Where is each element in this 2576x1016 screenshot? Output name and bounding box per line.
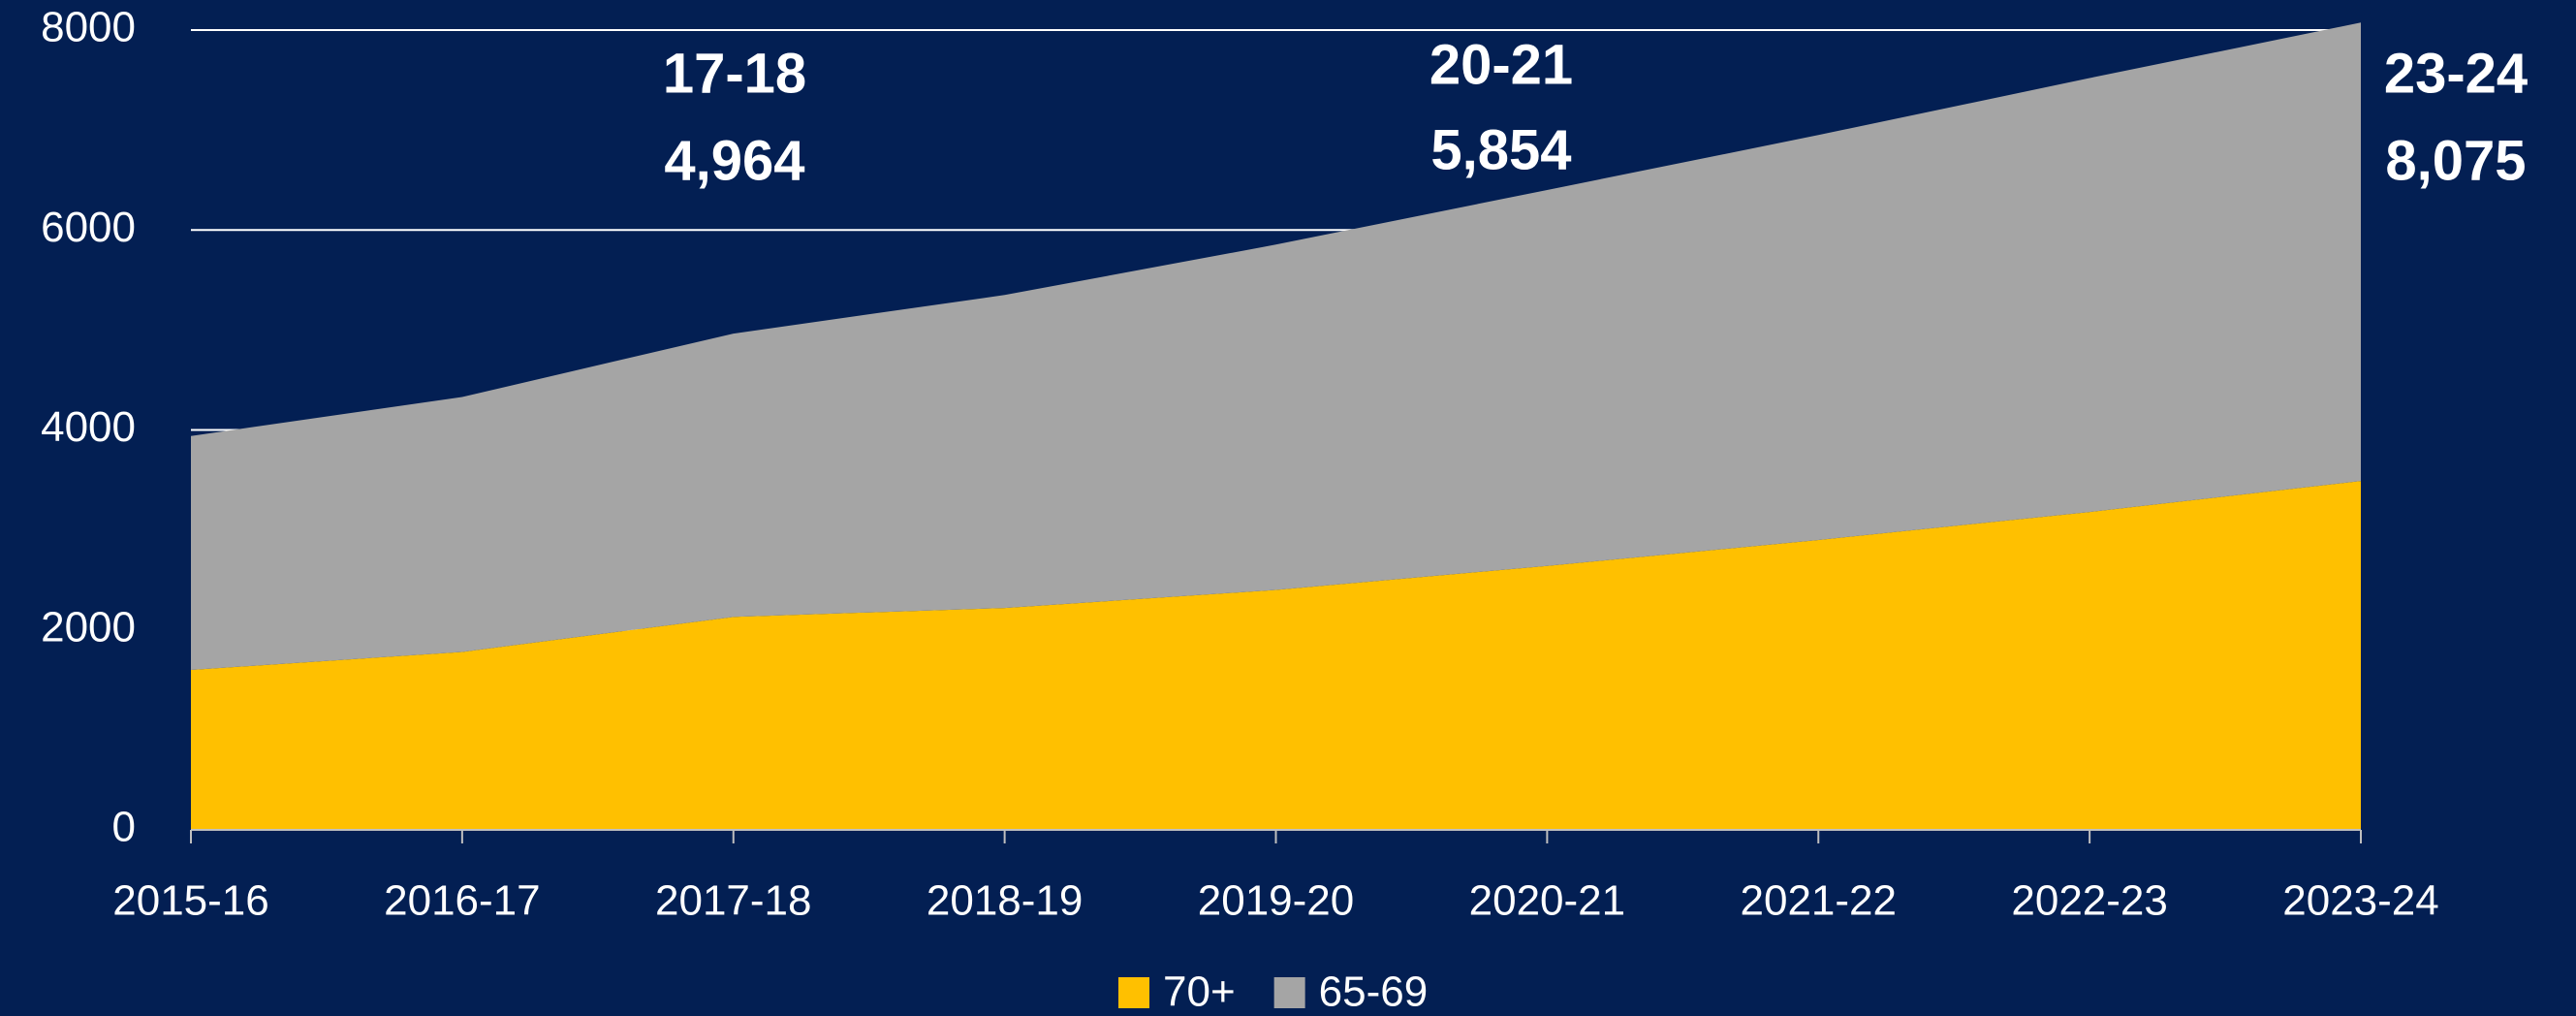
y-tick-label: 4000 [41, 403, 136, 451]
legend-swatch [1118, 977, 1149, 1008]
annotation-total: 4,964 [664, 129, 804, 192]
annotation-period: 23-24 [2384, 42, 2528, 105]
area [191, 481, 2361, 830]
x-tick-label: 2023-24 [2282, 877, 2438, 925]
legend-label: 65-69 [1319, 968, 1429, 1016]
legend-label: 70+ [1163, 968, 1236, 1016]
y-tick-label: 8000 [41, 4, 136, 51]
legend-swatch [1273, 977, 1305, 1008]
x-tick-label: 2019-20 [1198, 877, 1354, 925]
annotation-period: 20-21 [1429, 33, 1573, 96]
area [191, 22, 2361, 670]
x-tick-label: 2018-19 [927, 877, 1083, 925]
y-tick-label: 6000 [41, 204, 136, 251]
y-tick-label: 2000 [41, 603, 136, 651]
annotation-total: 8,075 [2385, 129, 2526, 192]
x-tick-label: 2021-22 [1741, 877, 1897, 925]
y-tick-label: 0 [112, 804, 136, 851]
x-tick-label: 2017-18 [655, 877, 811, 925]
x-tick-label: 2020-21 [1469, 877, 1625, 925]
x-tick-label: 2015-16 [112, 877, 268, 925]
annotation-total: 5,854 [1430, 118, 1571, 181]
annotation-period: 17-18 [663, 42, 806, 105]
x-tick-label: 2016-17 [384, 877, 540, 925]
x-tick-label: 2022-23 [2011, 877, 2167, 925]
